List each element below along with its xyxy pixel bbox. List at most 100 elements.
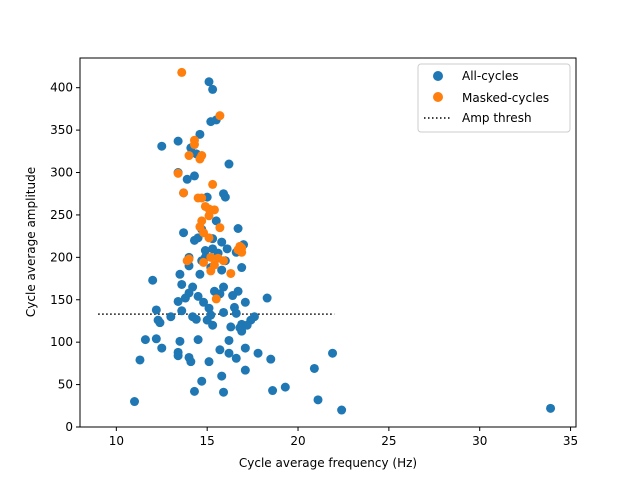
point-all-cycles xyxy=(193,335,203,345)
point-all-cycles xyxy=(173,351,183,361)
point-all-cycles xyxy=(173,136,183,146)
point-all-cycles xyxy=(177,279,187,289)
point-all-cycles xyxy=(217,371,227,381)
point-all-cycles xyxy=(135,355,145,365)
point-all-cycles xyxy=(215,345,225,355)
point-all-cycles xyxy=(157,343,167,353)
point-masked-cycles xyxy=(179,188,189,198)
y-axis-label: Cycle average amplitude xyxy=(24,167,38,317)
point-all-cycles xyxy=(233,224,243,233)
legend-box xyxy=(417,63,571,133)
point-all-cycles xyxy=(151,334,161,344)
point-all-cycles xyxy=(237,326,247,336)
point-all-cycles xyxy=(231,308,241,318)
point-masked-cycles xyxy=(204,211,214,221)
point-all-cycles xyxy=(199,297,209,307)
point-all-cycles xyxy=(186,357,196,367)
point-masked-cycles xyxy=(237,247,247,257)
point-all-cycles xyxy=(309,363,319,373)
x-tick-label: 25 xyxy=(381,434,396,448)
point-all-cycles xyxy=(180,293,190,303)
y-tick-label: 50 xyxy=(58,378,73,392)
point-all-cycles xyxy=(217,237,227,247)
point-masked-cycles xyxy=(215,111,225,121)
point-masked-cycles xyxy=(204,233,214,243)
legend-label-amp-thresh: Amp thresh xyxy=(462,111,532,125)
point-all-cycles xyxy=(231,353,241,363)
y-tick-label: 150 xyxy=(50,293,73,307)
point-all-cycles xyxy=(179,228,189,238)
point-all-cycles xyxy=(177,306,187,316)
point-all-cycles xyxy=(240,297,250,307)
point-all-cycles xyxy=(148,275,158,285)
point-all-cycles xyxy=(224,159,234,169)
point-all-cycles xyxy=(280,382,290,392)
point-all-cycles xyxy=(262,293,272,303)
point-all-cycles xyxy=(228,291,238,301)
point-all-cycles xyxy=(219,387,229,397)
legend-label-masked-cycles: Masked-cycles xyxy=(462,91,549,105)
point-all-cycles xyxy=(242,320,252,330)
point-masked-cycles xyxy=(211,294,221,304)
x-tick-label: 10 xyxy=(109,434,124,448)
point-masked-cycles xyxy=(173,168,183,178)
y-tick-label: 100 xyxy=(50,335,73,349)
point-all-cycles xyxy=(182,174,192,184)
point-all-cycles xyxy=(224,348,234,358)
point-all-cycles xyxy=(224,335,234,345)
point-masked-cycles xyxy=(208,179,218,189)
point-all-cycles xyxy=(175,336,185,346)
point-masked-cycles xyxy=(206,252,216,262)
y-tick-label: 350 xyxy=(50,123,73,137)
point-masked-cycles xyxy=(184,151,194,161)
point-masked-cycles xyxy=(177,67,187,77)
point-all-cycles xyxy=(173,296,183,306)
y-tick-label: 200 xyxy=(50,250,73,264)
point-masked-cycles xyxy=(209,260,219,270)
point-all-cycles xyxy=(240,343,250,353)
point-all-cycles xyxy=(204,303,214,313)
x-tick-label: 30 xyxy=(472,434,487,448)
x-axis-label: Cycle average frequency (Hz) xyxy=(239,456,417,470)
point-all-cycles xyxy=(200,246,210,256)
point-all-cycles xyxy=(166,312,176,322)
x-ticks: 10 15 20 25 30 35 xyxy=(109,427,578,448)
point-all-cycles xyxy=(328,348,338,358)
legend: All-cycles Masked-cycles Amp thresh xyxy=(417,63,571,133)
y-tick-label: 300 xyxy=(50,166,73,180)
y-tick-label: 250 xyxy=(50,208,73,222)
point-all-cycles xyxy=(220,192,230,202)
point-all-cycles xyxy=(226,322,236,332)
point-all-cycles xyxy=(222,244,232,254)
point-masked-cycles xyxy=(219,256,229,266)
point-masked-cycles xyxy=(195,154,205,164)
point-all-cycles xyxy=(189,235,199,245)
point-all-cycles xyxy=(130,397,140,407)
point-all-cycles xyxy=(337,405,347,415)
point-all-cycles xyxy=(193,291,203,301)
legend-label-all-cycles: All-cycles xyxy=(462,69,518,83)
point-all-cycles xyxy=(219,307,229,317)
point-all-cycles xyxy=(155,318,165,328)
point-masked-cycles xyxy=(182,256,192,266)
point-masked-cycles xyxy=(215,223,225,233)
point-all-cycles xyxy=(546,403,556,413)
y-tick-label: 400 xyxy=(50,81,73,95)
point-all-cycles xyxy=(268,386,278,396)
point-all-cycles xyxy=(253,348,263,358)
point-all-cycles xyxy=(189,171,199,181)
point-masked-cycles xyxy=(200,201,210,211)
point-all-cycles xyxy=(191,314,201,324)
point-all-cycles xyxy=(189,386,199,396)
point-all-cycles xyxy=(195,269,205,279)
point-all-cycles xyxy=(208,320,218,330)
point-masked-cycles xyxy=(226,268,236,278)
x-tick-label: 35 xyxy=(563,434,578,448)
x-tick-label: 20 xyxy=(290,434,305,448)
point-all-cycles xyxy=(197,376,207,386)
points-layer xyxy=(130,67,556,415)
point-all-cycles xyxy=(237,263,247,273)
point-all-cycles xyxy=(140,335,150,345)
point-all-cycles xyxy=(151,305,161,315)
